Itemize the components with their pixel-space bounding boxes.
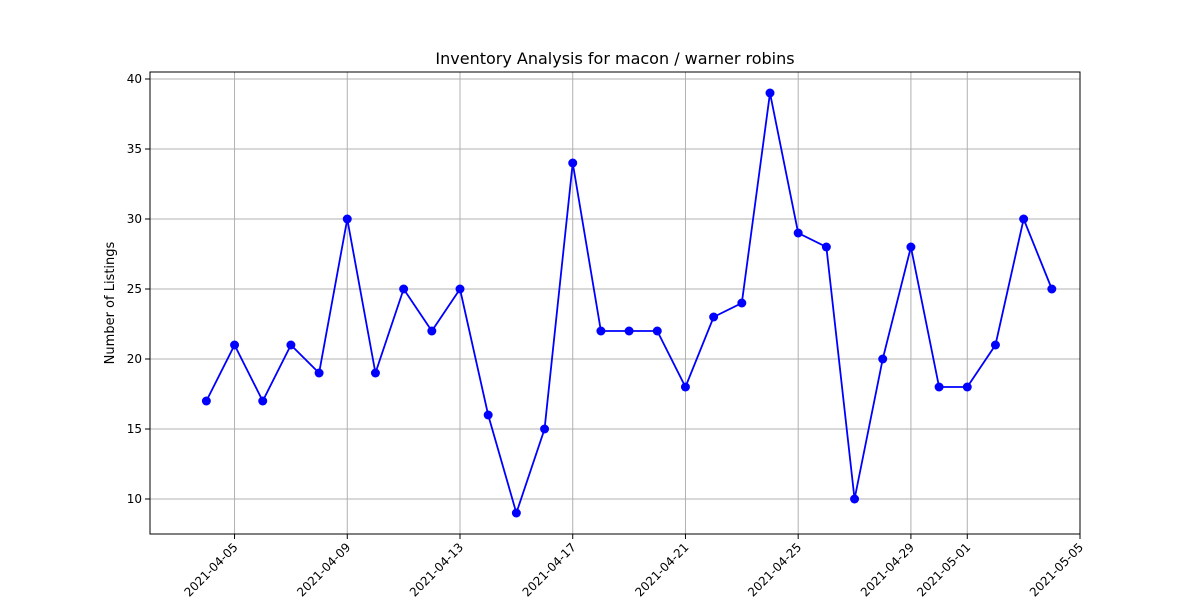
data-point (624, 326, 634, 336)
data-point (934, 382, 944, 392)
data-point (1047, 284, 1057, 294)
data-point (596, 326, 606, 336)
data-point (483, 410, 493, 420)
data-point (680, 382, 690, 392)
x-tick-label: 2021-04-29 (858, 540, 917, 599)
series-layer (201, 88, 1057, 518)
data-point (286, 340, 296, 350)
x-tick-label: 2021-04-21 (632, 540, 691, 599)
data-point (652, 326, 662, 336)
grid-lines (150, 72, 1081, 534)
data-point (540, 424, 550, 434)
series-line (205, 92, 1053, 517)
y-tick-label: 15 (127, 422, 142, 436)
data-point (709, 312, 719, 322)
y-tick-label: 20 (127, 352, 142, 366)
x-tick-label: 2021-04-09 (294, 540, 353, 599)
plot-frame (149, 71, 1081, 535)
data-point (906, 242, 916, 252)
data-point (427, 326, 437, 336)
y-tick-label: 30 (127, 212, 142, 226)
y-tick-label: 35 (127, 142, 142, 156)
data-point (455, 284, 465, 294)
data-point (850, 494, 860, 504)
data-point (258, 396, 268, 406)
axis-ticks: 2021-04-05 2021-04-09 2021-04-13 2021-04-17… (127, 72, 1086, 599)
x-tick-label: 2021-04-13 (407, 540, 466, 599)
data-point (314, 368, 324, 378)
data-point (370, 368, 380, 378)
data-point (765, 88, 775, 98)
data-point (568, 158, 578, 168)
data-point (962, 382, 972, 392)
data-point (399, 284, 409, 294)
x-tick-label: 2021-04-25 (745, 540, 804, 599)
y-tick-label: 25 (127, 282, 142, 296)
y-tick-label: 10 (127, 492, 142, 506)
y-tick-label: 40 (127, 72, 142, 86)
x-tick-label: 2021-04-17 (520, 540, 579, 599)
data-point (511, 508, 521, 518)
x-tick-label: 2021-05-05 (1027, 540, 1086, 599)
data-point (990, 340, 1000, 350)
x-tick-label: 2021-04-05 (181, 540, 240, 599)
x-tick-label: 2021-05-01 (914, 540, 973, 599)
data-point (342, 214, 352, 224)
y-axis-label: Number of Listings (103, 241, 118, 364)
data-point (1019, 214, 1029, 224)
data-point (737, 298, 747, 308)
data-point (821, 242, 831, 252)
chart-title: Inventory Analysis for macon / warner ro… (435, 49, 794, 68)
data-point (878, 354, 888, 364)
data-point (201, 396, 211, 406)
data-point (230, 340, 240, 350)
data-point (793, 228, 803, 238)
